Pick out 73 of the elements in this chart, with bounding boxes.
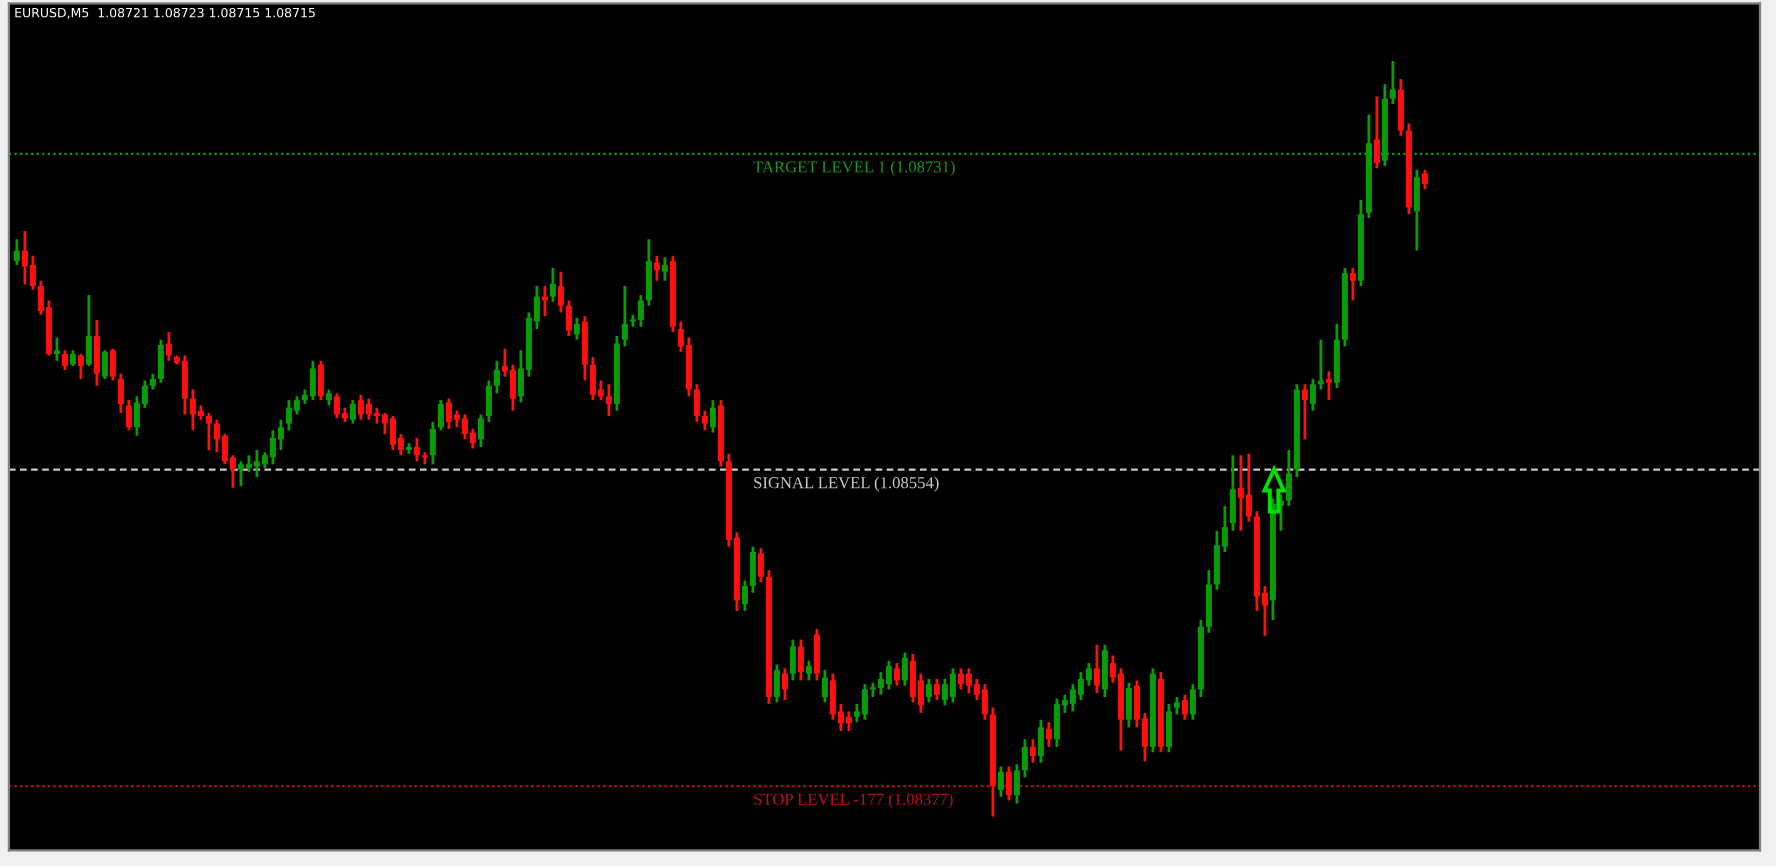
candlestick bbox=[773, 663, 780, 704]
candlestick bbox=[85, 293, 92, 368]
candlestick bbox=[77, 352, 84, 381]
candlestick bbox=[53, 336, 60, 363]
candlestick bbox=[1045, 720, 1052, 749]
candlestick bbox=[1349, 266, 1356, 302]
candlestick bbox=[365, 397, 372, 422]
candlestick bbox=[445, 397, 452, 431]
candlestick bbox=[413, 436, 420, 463]
candlestick bbox=[13, 237, 20, 267]
candlestick bbox=[93, 318, 100, 388]
candlestick bbox=[1005, 765, 1012, 802]
candlestick bbox=[1325, 370, 1332, 402]
candlestick bbox=[1125, 681, 1132, 729]
candlestick bbox=[293, 394, 300, 416]
candlestick bbox=[709, 398, 716, 434]
candlestick bbox=[389, 414, 396, 452]
candlestick bbox=[805, 659, 812, 682]
candlestick bbox=[165, 330, 172, 363]
candlestick bbox=[933, 677, 940, 702]
candlestick bbox=[573, 316, 580, 342]
candlestick bbox=[333, 391, 340, 420]
candlestick bbox=[1085, 661, 1092, 688]
candlestick bbox=[861, 682, 868, 722]
candlestick bbox=[1181, 693, 1188, 722]
candlestick bbox=[653, 254, 660, 283]
candlestick bbox=[821, 668, 828, 704]
candlestick bbox=[157, 338, 164, 385]
ref-line-label: TARGET LEVEL 1 (1.08731) bbox=[753, 160, 955, 176]
candlestick bbox=[205, 411, 212, 452]
candlestick bbox=[309, 359, 316, 402]
candlestick bbox=[1101, 643, 1108, 699]
candlestick bbox=[1037, 718, 1044, 765]
candlestick bbox=[549, 266, 556, 304]
candlestick bbox=[1413, 168, 1420, 252]
candlestick bbox=[781, 666, 788, 702]
candlestick bbox=[1373, 95, 1380, 170]
candlestick bbox=[101, 348, 108, 381]
candlestick bbox=[1093, 643, 1100, 695]
candlestick bbox=[885, 659, 892, 691]
candlestick bbox=[285, 398, 292, 432]
candlestick bbox=[509, 363, 516, 413]
candlestick bbox=[61, 348, 68, 372]
candlestick bbox=[949, 666, 956, 704]
candlestick bbox=[1053, 697, 1060, 749]
candlestick bbox=[813, 627, 820, 682]
candlestick bbox=[605, 382, 612, 418]
candlestick bbox=[1237, 453, 1244, 533]
candlestick bbox=[925, 677, 932, 704]
candlestick bbox=[661, 255, 668, 283]
ref-line-label: SIGNAL LEVEL (1.08554) bbox=[754, 476, 939, 492]
candlestick bbox=[461, 413, 468, 441]
candlestick bbox=[797, 638, 804, 682]
candlestick bbox=[349, 398, 356, 425]
candlestick bbox=[269, 428, 276, 466]
candlestick bbox=[237, 459, 244, 488]
candlestick bbox=[893, 661, 900, 688]
candlestick bbox=[789, 638, 796, 682]
candlestick bbox=[1117, 666, 1124, 753]
candlestick bbox=[317, 359, 324, 402]
candlestick bbox=[997, 765, 1004, 799]
candlestick bbox=[1029, 737, 1036, 765]
candlestick bbox=[1301, 382, 1308, 441]
candlestick bbox=[1421, 168, 1428, 191]
candlestick bbox=[1165, 702, 1172, 754]
candlestick bbox=[253, 448, 260, 479]
candlestick bbox=[1077, 670, 1084, 702]
candlestick bbox=[965, 666, 972, 695]
candlestick bbox=[21, 229, 28, 286]
candlestick bbox=[357, 393, 364, 422]
ref-line-label: STOP LEVEL -177 (1.08377) bbox=[754, 793, 953, 809]
candlestick bbox=[957, 666, 964, 691]
candlestick bbox=[901, 651, 908, 688]
